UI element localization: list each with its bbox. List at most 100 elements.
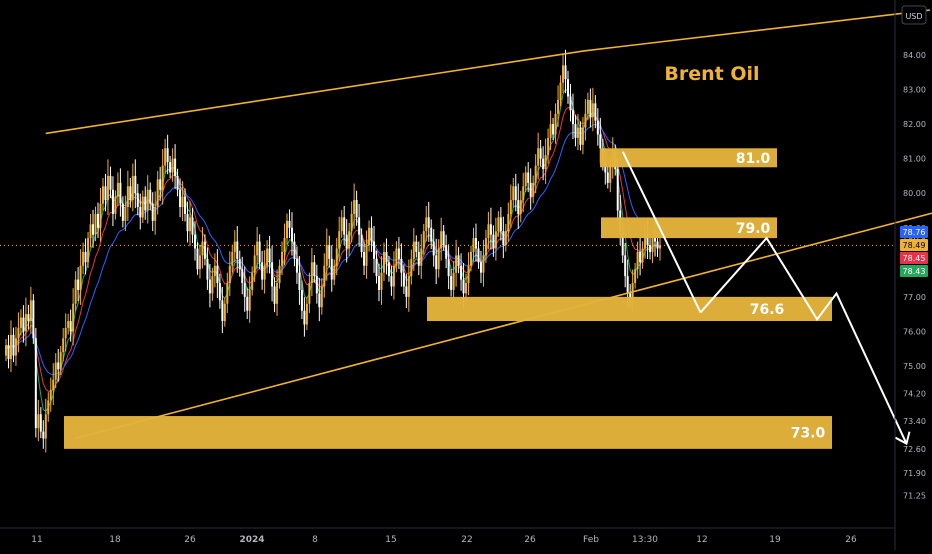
- price-tick-label: 83.00: [903, 86, 926, 95]
- candle-body: [447, 258, 450, 277]
- support-resistance-zones: 81.0 79.0 76.6 73.0: [64, 148, 832, 449]
- candle-body: [368, 227, 371, 246]
- candle-body: [156, 179, 159, 208]
- candle-body: [233, 241, 236, 252]
- candle-body: [271, 262, 274, 287]
- candle-body: [313, 262, 316, 277]
- candle-body: [470, 251, 473, 266]
- candle-body: [415, 241, 418, 252]
- candle-body: [290, 227, 293, 242]
- candle-body: [427, 217, 430, 228]
- price-tag-box: [900, 252, 928, 264]
- candle-body: [656, 241, 659, 249]
- candle-body: [49, 390, 52, 401]
- channel-upper-line[interactable]: [45, 9, 930, 135]
- candle-body: [417, 251, 420, 266]
- candle-body: [59, 352, 62, 370]
- candle-body: [432, 241, 435, 256]
- candle-body: [231, 251, 234, 266]
- candle-body: [134, 175, 137, 194]
- candle-body: [549, 124, 552, 138]
- candle-body: [295, 258, 298, 273]
- candle-body: [425, 217, 428, 232]
- candle-body: [47, 400, 50, 415]
- candle-body: [621, 231, 624, 256]
- candle-body: [435, 255, 438, 270]
- candle-body: [121, 203, 124, 221]
- candle-body: [196, 248, 199, 270]
- candle-body: [430, 227, 433, 242]
- time-axis[interactable]: 11 18 26 2024 8 15 22 26 Feb 13:30 12 19 26: [31, 535, 857, 545]
- candle-body: [146, 189, 149, 211]
- candle-body: [547, 137, 550, 156]
- candle-body: [462, 279, 465, 294]
- candle-body: [318, 293, 321, 308]
- candle-body: [273, 286, 276, 304]
- price-tick-label: 81.00: [903, 155, 926, 164]
- candle-body: [554, 113, 557, 135]
- price-tick-label: 71.90: [903, 469, 926, 478]
- candle-body: [101, 186, 104, 204]
- candle-body: [84, 251, 87, 263]
- candle-body: [293, 241, 296, 259]
- candle-body: [542, 158, 545, 170]
- projection-path[interactable]: [621, 151, 908, 445]
- candle-body: [591, 103, 594, 118]
- zone-81.0-box[interactable]: [600, 148, 777, 168]
- zone-76.6-box[interactable]: [427, 296, 832, 322]
- candle-body: [569, 96, 572, 111]
- candle-body: [594, 103, 597, 121]
- candle-body: [87, 238, 90, 263]
- candle-body: [77, 279, 80, 290]
- candle-body: [67, 321, 70, 328]
- price-tick-label: 76.00: [903, 327, 926, 336]
- candle-body: [97, 213, 100, 228]
- candle-body: [405, 286, 408, 297]
- candle-body: [19, 317, 22, 328]
- candle-body: [477, 248, 480, 263]
- candle-body: [106, 175, 109, 201]
- candle-body: [562, 65, 565, 83]
- candle-body: [39, 414, 42, 432]
- candle-body: [576, 127, 579, 138]
- candle-body: [174, 158, 177, 176]
- candle-body: [606, 172, 609, 183]
- candle-body: [308, 283, 311, 304]
- candle-body: [17, 327, 20, 339]
- candle-body: [365, 245, 368, 266]
- time-tick-label: 11: [31, 535, 42, 545]
- candle-body: [89, 224, 92, 239]
- candle-body: [566, 79, 569, 97]
- candle-body: [261, 262, 264, 280]
- zone-73.0-box[interactable]: [64, 416, 832, 449]
- candle-body: [440, 231, 443, 249]
- zone-79.0-box[interactable]: [601, 217, 777, 239]
- currency-button[interactable]: USD: [901, 5, 927, 25]
- candle-body: [517, 200, 520, 214]
- candle-body: [57, 362, 60, 370]
- candle-body: [281, 251, 284, 266]
- price-tick-label: 72.60: [903, 445, 926, 454]
- zone-81.0-label: 81.0: [736, 151, 771, 167]
- price-tags: 78.76 78.49 78.45 78.43: [900, 226, 928, 277]
- candle-body: [402, 272, 405, 287]
- price-tick-label: 74.20: [903, 390, 926, 399]
- candle-body: [166, 148, 169, 163]
- ema-line: [5, 123, 661, 376]
- candle-body: [559, 82, 562, 100]
- candle-body: [251, 272, 254, 290]
- price-tick-label: 82.00: [903, 120, 926, 129]
- candle-body: [412, 241, 415, 259]
- candle-body: [552, 124, 555, 135]
- time-tick-label: Feb: [583, 535, 599, 545]
- time-tick-label: 2024: [239, 535, 264, 545]
- candle-body: [184, 196, 187, 214]
- candle-body: [44, 414, 47, 439]
- candle-body: [537, 148, 540, 166]
- candle-body: [420, 248, 423, 266]
- price-tag-box: [900, 226, 928, 238]
- candle-body: [557, 99, 560, 114]
- candle-body: [266, 248, 269, 266]
- candle-body: [373, 241, 376, 259]
